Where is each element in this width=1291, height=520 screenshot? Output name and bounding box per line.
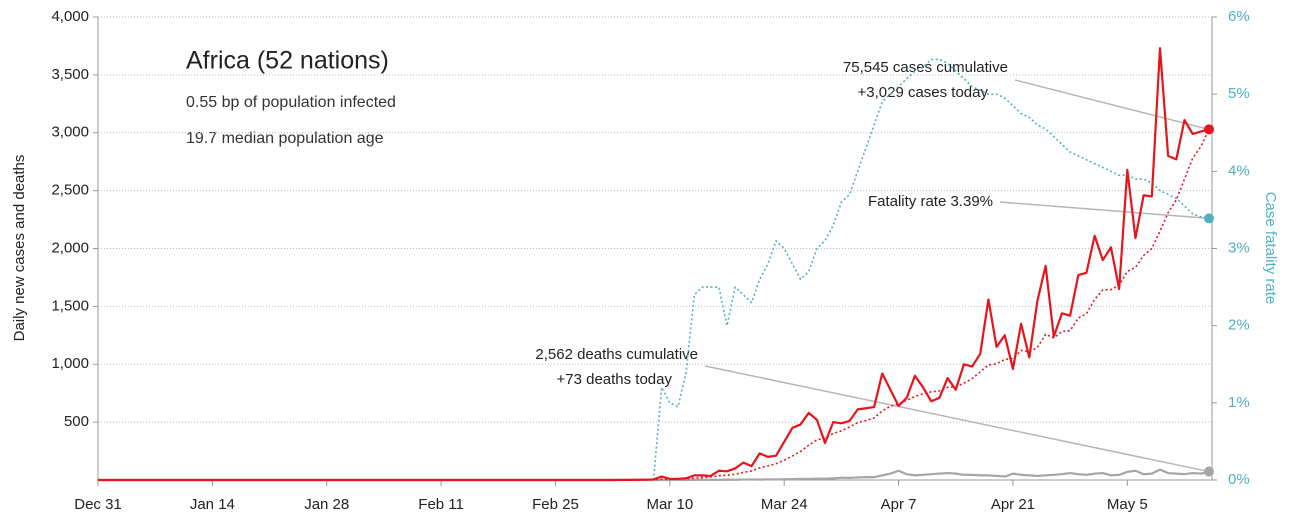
callout: Fatality rate 3.39%	[868, 193, 993, 210]
y-tick-label: 2,500	[51, 182, 89, 199]
x-tick-label: Dec 31	[74, 496, 122, 513]
y2-tick-label: 2%	[1228, 317, 1250, 334]
x-tick-label: May 5	[1107, 496, 1148, 513]
y-tick-label: 4,000	[51, 8, 89, 25]
y-tick-label: 1,000	[51, 355, 89, 372]
y-axis-label: Daily new cases and deaths	[11, 155, 28, 342]
callout: +3,029 cases today	[857, 84, 988, 101]
y2-tick-label: 3%	[1228, 239, 1250, 256]
y2-axis-label: Case fatality rate	[1262, 192, 1279, 305]
callout: 75,545 cases cumulative	[843, 59, 1008, 76]
y2-tick-label: 1%	[1228, 394, 1250, 411]
y-tick-label: 500	[64, 413, 89, 430]
series-line	[98, 47, 1210, 482]
y2-tick-label: 4%	[1228, 162, 1250, 179]
y-tick-label: 2,000	[51, 239, 89, 256]
x-tick-label: Mar 10	[646, 496, 693, 513]
x-tick-label: Feb 25	[532, 496, 579, 513]
chart-title: Africa (52 nations)	[186, 47, 389, 75]
y-tick-label: 1,500	[51, 297, 89, 314]
series-line	[98, 129, 1210, 481]
callout: +73 deaths today	[556, 371, 672, 388]
end-marker	[1204, 213, 1214, 224]
callout: 2,562 deaths cumulative	[535, 346, 698, 363]
x-tick-label: Apr 21	[991, 496, 1035, 513]
y-tick-label: 3,000	[51, 124, 89, 141]
series-line	[652, 58, 1210, 481]
y-tick-label: 3,500	[51, 66, 89, 83]
x-tick-label: Jan 14	[190, 496, 235, 513]
x-tick-label: Jan 28	[304, 496, 349, 513]
y2-tick-label: 5%	[1228, 85, 1250, 102]
y2-tick-label: 6%	[1228, 8, 1250, 25]
end-marker	[1204, 466, 1214, 477]
leader-line	[999, 201, 1210, 220]
y2-tick-label: 0%	[1228, 471, 1250, 488]
leader-line	[1014, 79, 1210, 131]
leader-line	[704, 365, 1210, 473]
annotation: 19.7 median population age	[186, 130, 384, 147]
annotation: 0.55 bp of population infected	[186, 94, 396, 111]
x-tick-label: Apr 7	[881, 496, 917, 513]
end-marker	[1204, 124, 1214, 135]
x-tick-label: Mar 24	[761, 496, 808, 513]
x-tick-label: Feb 11	[418, 496, 464, 513]
